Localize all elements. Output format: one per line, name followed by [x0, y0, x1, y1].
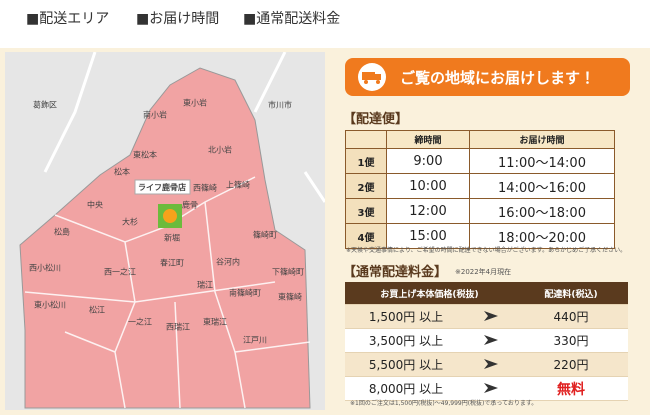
header-cell: お届け時間	[469, 130, 615, 149]
header-cell: 締時間	[386, 130, 470, 149]
area-label: 谷河内	[216, 257, 240, 267]
price-cell: 1,500円 以上	[345, 304, 467, 329]
time-cell: 16:00～18:00	[469, 198, 615, 224]
area-label: 市川市	[268, 100, 292, 110]
run-label: 1便	[345, 148, 387, 174]
as-of: ※2022年4月現在	[455, 268, 512, 276]
area-label: 松江	[89, 305, 105, 315]
area-label: 西瑞江	[166, 322, 190, 332]
run-label: 4便	[345, 223, 387, 249]
fee-cell: 無料	[514, 376, 628, 401]
area-label: 瑞江	[197, 280, 213, 290]
arrow-icon	[483, 310, 498, 321]
time-cell: 12:00	[386, 198, 470, 224]
time-cell: 9:00	[386, 148, 470, 174]
note: ※天候や交通事情により、ご希望の時間に配達できない場合がございます。あらかじめご…	[346, 247, 627, 254]
time-cell: 18:00～20:00	[469, 223, 615, 249]
fee-cell: 440円	[514, 304, 628, 329]
table-row: 1,500円 以上 440円	[345, 304, 628, 329]
area-label: 松本	[114, 167, 130, 177]
nav-link[interactable]: ■配送エリア	[26, 11, 110, 27]
fee-cell: 330円	[514, 328, 628, 353]
table-row: 2便 10:00 14:00～16:00	[345, 173, 615, 199]
area-label: 東小岩	[183, 98, 207, 108]
table-row: お買上げ本体価格(税抜) 配達料(税込)	[345, 282, 628, 305]
area-label: 東松本	[133, 150, 157, 160]
area-label: 大杉	[122, 217, 138, 227]
banner-text: ご覧の地域にお届けします！	[400, 69, 596, 87]
header-cell: お買上げ本体価格(税抜)	[345, 282, 514, 305]
time-cell: 15:00	[386, 223, 470, 249]
area-label: 江戸川	[243, 336, 267, 345]
note: ※1回のご注文は1,500円(税抜)～49,999円(税抜)で承っております。	[350, 400, 538, 407]
price-cell: 8,000円 以上	[345, 376, 467, 401]
area-label: 東瑞江	[203, 317, 227, 327]
table-row: 5,500円 以上 220円	[345, 352, 628, 377]
area-label: 西篠崎	[193, 183, 217, 193]
area-label: 東小松川	[34, 300, 66, 310]
table-row: 締時間 お届け時間	[345, 130, 615, 149]
area-label: 中央	[87, 200, 103, 210]
time-cell: 14:00～16:00	[469, 173, 615, 199]
arrow	[467, 352, 514, 377]
area-label: 西小松川	[29, 263, 61, 273]
area-label: 一之江	[128, 317, 152, 327]
nav-link[interactable]: ■お届け時間	[136, 11, 220, 27]
table-row: 8,000円 以上 無料	[345, 376, 628, 401]
arrow-icon	[483, 382, 498, 393]
banner: ご覧の地域にお届けします！	[345, 58, 630, 96]
price-cell: 3,500円 以上	[345, 328, 467, 353]
area-label: 篠崎町	[253, 230, 277, 240]
area-label: 松島	[54, 227, 70, 237]
table-row: 1便 9:00 11:00～14:00	[345, 148, 615, 174]
area-label: 葛飾区	[33, 100, 57, 110]
price-cell: 5,500円 以上	[345, 352, 467, 377]
area-label: 西一之江	[104, 267, 136, 277]
area-label: 南篠崎町	[229, 288, 261, 298]
truck-icon	[358, 63, 386, 91]
arrow	[467, 304, 514, 329]
run-label: 2便	[345, 173, 387, 199]
area-label: 東篠崎	[278, 292, 302, 302]
table-row: 3,500円 以上 330円	[345, 328, 628, 353]
header-cell: 配達料(税込)	[514, 282, 628, 305]
area-label: 鹿骨	[182, 200, 198, 210]
run-label: 3便	[345, 198, 387, 224]
area-label: 上篠崎	[226, 180, 250, 190]
header-cell	[345, 130, 387, 149]
arrow	[467, 376, 514, 401]
section-title: 【配達便】	[343, 112, 409, 127]
table-row: 3便 12:00 16:00～18:00	[345, 198, 615, 224]
store-name: ライフ鹿骨店	[138, 182, 186, 192]
time-cell: 11:00～14:00	[469, 148, 615, 174]
delivery-table: 締時間 お届け時間 1便 9:00 11:00～14:00 2便 10:00 14:00～16…	[345, 130, 615, 249]
nav-link[interactable]: ■通常配送料金	[243, 11, 341, 27]
table-row: 4便 15:00 18:00～20:00	[345, 223, 615, 249]
area-label: 北小岩	[208, 145, 232, 155]
time-cell: 10:00	[386, 173, 470, 199]
fee-cell: 220円	[514, 352, 628, 377]
area-label: 春江町	[160, 258, 184, 268]
store-label-box	[134, 179, 191, 195]
area-label: 新堀	[164, 234, 180, 243]
section-title: 【通常配達料金】	[343, 265, 448, 280]
arrow-icon	[483, 334, 498, 345]
fee-table: お買上げ本体価格(税抜) 配達料(税込) 1,500円 以上 440円 3,500円 以…	[345, 282, 628, 401]
arrow-icon	[483, 358, 498, 369]
area-label: 南小岩	[143, 110, 167, 120]
arrow	[467, 328, 514, 353]
area-label: 下篠崎町	[272, 267, 304, 277]
